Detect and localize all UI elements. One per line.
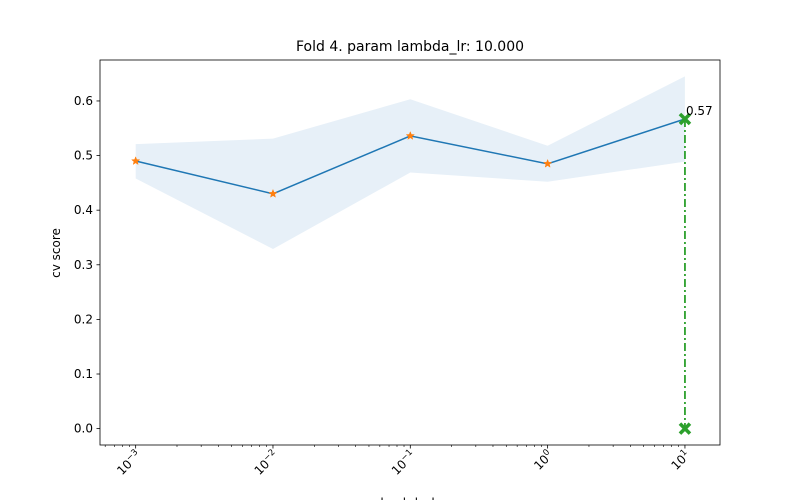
y-tick-label: 0.0: [74, 422, 93, 436]
axes-layer: 0.0 0.1 0.2 0.3 0.4 0.5 0.6 10−3 10−2 10−1 100 101: [74, 59, 721, 478]
best-score-label: 0.57: [686, 104, 713, 118]
y-tick-label: 0.4: [74, 203, 93, 217]
best-baseline-marker: [678, 422, 692, 435]
data-point-marker: [268, 188, 278, 198]
x-marker-stroke: [678, 112, 692, 126]
best-marker-layer: 0.57: [678, 104, 713, 435]
series-layer: [130, 118, 686, 198]
y-tick-label: 0.5: [74, 149, 93, 163]
data-point-marker: [405, 131, 415, 140]
std-band-layer: [135, 76, 685, 250]
x-tick-label: 10−2: [251, 448, 281, 478]
best-score-marker: [678, 112, 692, 126]
y-tick-label: 0.3: [74, 258, 93, 272]
y-tick-label: 0.1: [74, 367, 93, 381]
x-marker-stroke: [678, 422, 692, 435]
x-tick-label: 10−3: [114, 448, 144, 478]
data-point-marker: [130, 156, 141, 165]
chart-title: Fold 4. param lambda_lr: 10.000: [296, 39, 524, 55]
y-tick-label: 0.2: [74, 312, 93, 326]
x-tick-label: 100: [530, 448, 555, 473]
y-tick-label: 0.6: [74, 94, 93, 108]
x-axis-label: lambda_lr: [380, 496, 439, 500]
x-tick-label: 10−1: [388, 448, 418, 478]
y-axis-label: cv score: [49, 228, 63, 278]
data-point-marker: [542, 158, 553, 168]
std-band: [135, 76, 685, 250]
x-tick-label: 101: [668, 448, 693, 473]
